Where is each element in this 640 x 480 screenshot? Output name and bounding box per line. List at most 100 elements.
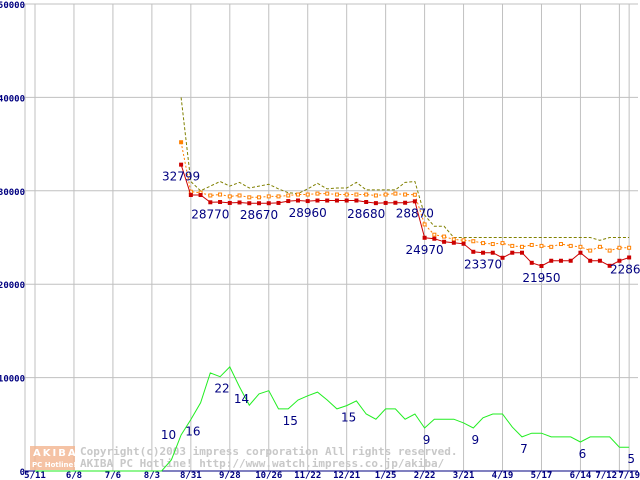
series-average bbox=[179, 140, 632, 253]
point-min bbox=[412, 199, 417, 204]
point-min bbox=[578, 250, 583, 255]
price-data-label: 24970 bbox=[406, 243, 444, 257]
point-average bbox=[500, 241, 505, 246]
x-tick-label: 4/19 bbox=[492, 471, 514, 480]
point-min bbox=[286, 199, 291, 204]
x-tick-label: 2/22 bbox=[414, 471, 436, 480]
point-average bbox=[627, 245, 632, 250]
x-tick-label: 10/26 bbox=[255, 471, 282, 480]
point-average bbox=[617, 245, 622, 250]
series-line-count bbox=[35, 366, 630, 472]
point-average bbox=[237, 193, 242, 198]
point-average bbox=[247, 195, 252, 200]
count-data-label: 15 bbox=[341, 411, 356, 425]
watermark: AKIBA PC Hotline! Copyright(c)2003 impre… bbox=[30, 445, 458, 470]
point-average bbox=[354, 192, 359, 197]
point-average bbox=[208, 193, 213, 198]
point-min bbox=[393, 200, 398, 205]
point-min bbox=[403, 200, 408, 205]
point-min bbox=[529, 260, 534, 265]
count-data-label: 7 bbox=[520, 442, 528, 456]
x-tick-label: 11/22 bbox=[294, 471, 321, 480]
point-min bbox=[432, 236, 437, 241]
point-min bbox=[247, 201, 252, 206]
point-average bbox=[539, 243, 544, 248]
point-average bbox=[179, 140, 184, 145]
point-average bbox=[403, 192, 408, 197]
point-min bbox=[549, 258, 554, 263]
count-data-label: 15 bbox=[283, 414, 298, 428]
point-min bbox=[227, 200, 232, 205]
x-tick-label: 8/3 bbox=[144, 471, 160, 480]
x-tick-label: 5/11 bbox=[24, 471, 46, 480]
point-min bbox=[451, 240, 456, 245]
point-min bbox=[276, 200, 281, 205]
point-average bbox=[383, 192, 388, 197]
point-min bbox=[364, 200, 369, 205]
point-average bbox=[218, 192, 223, 197]
point-average bbox=[276, 194, 281, 199]
price-data-label: 28670 bbox=[240, 208, 278, 222]
point-min bbox=[627, 255, 632, 260]
logo-top-text: AKIBA bbox=[33, 448, 78, 459]
point-average bbox=[227, 194, 232, 199]
point-min bbox=[257, 201, 262, 206]
logo-bottom-text: PC Hotline! bbox=[32, 461, 76, 469]
point-min bbox=[237, 200, 242, 205]
point-average bbox=[568, 243, 573, 248]
point-average bbox=[442, 234, 447, 239]
point-min bbox=[490, 250, 495, 255]
point-average bbox=[344, 192, 349, 197]
point-min bbox=[539, 263, 544, 268]
y-tick-label: 20000 bbox=[0, 281, 25, 291]
count-data-label: 5 bbox=[627, 452, 635, 466]
point-average bbox=[490, 242, 495, 247]
series-line-average bbox=[180, 142, 630, 252]
point-average bbox=[481, 241, 486, 246]
point-min bbox=[218, 200, 223, 205]
point-average bbox=[607, 248, 612, 253]
point-average bbox=[422, 222, 427, 227]
point-min bbox=[481, 250, 486, 255]
point-min bbox=[179, 162, 184, 167]
x-tick-label: 7/6 bbox=[105, 471, 121, 480]
count-data-label: 9 bbox=[423, 433, 431, 447]
point-average bbox=[461, 238, 466, 243]
series-count bbox=[35, 366, 630, 472]
akiba-logo bbox=[30, 446, 75, 470]
point-average bbox=[520, 244, 524, 249]
series-min bbox=[179, 162, 632, 268]
point-min bbox=[315, 198, 320, 203]
point-min bbox=[500, 255, 505, 260]
price-data-label: 28680 bbox=[347, 207, 385, 221]
point-average bbox=[558, 242, 563, 247]
count-data-label: 9 bbox=[471, 433, 479, 447]
point-min bbox=[588, 258, 593, 263]
point-average bbox=[334, 192, 339, 197]
price-data-label: 28870 bbox=[396, 206, 434, 220]
point-average bbox=[315, 191, 320, 196]
point-average bbox=[597, 244, 602, 249]
data-labels: 32799 28770 28670 28960 28680 28870 24970 23370… bbox=[161, 170, 640, 467]
y-tick-label: 40000 bbox=[0, 94, 25, 104]
series-max bbox=[180, 97, 630, 241]
point-average bbox=[578, 244, 583, 249]
count-data-label: 22 bbox=[214, 382, 229, 396]
point-min bbox=[461, 241, 466, 246]
point-min bbox=[558, 258, 563, 263]
point-min bbox=[442, 239, 447, 244]
point-average bbox=[286, 193, 291, 198]
point-min bbox=[188, 193, 193, 198]
point-min bbox=[305, 199, 310, 204]
point-average bbox=[364, 192, 369, 197]
point-min bbox=[208, 200, 213, 205]
point-min bbox=[607, 263, 612, 268]
point-min bbox=[325, 198, 330, 203]
point-average bbox=[295, 192, 300, 197]
x-tick-label: 7/12 bbox=[595, 471, 617, 480]
point-average bbox=[588, 248, 593, 253]
point-min bbox=[520, 250, 524, 255]
x-tick-label: 12/21 bbox=[333, 471, 360, 480]
point-min bbox=[597, 258, 602, 263]
